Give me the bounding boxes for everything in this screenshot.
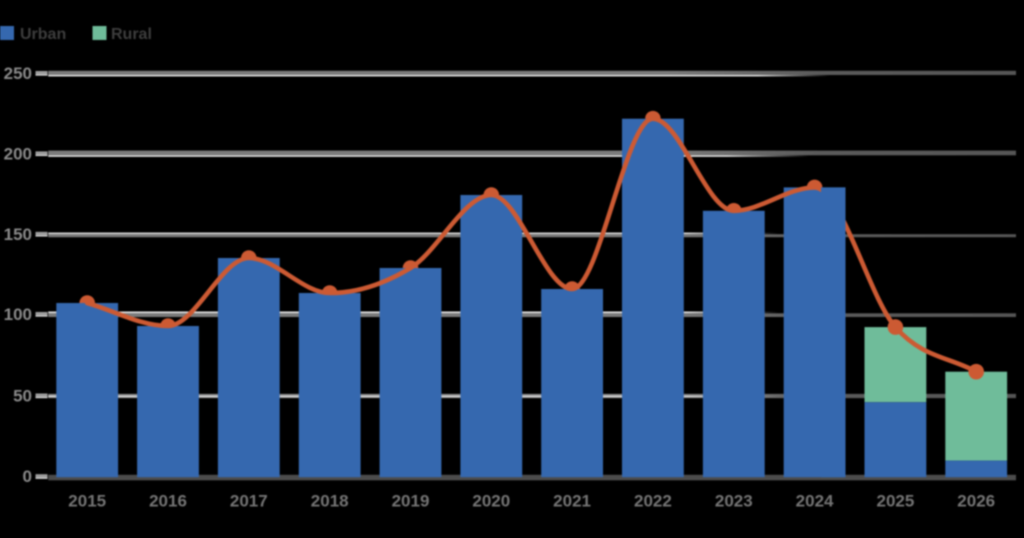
svg-text:2025: 2025 xyxy=(876,492,914,511)
svg-text:2015: 2015 xyxy=(68,492,106,511)
svg-text:150: 150 xyxy=(4,225,32,244)
svg-text:2016: 2016 xyxy=(149,492,187,511)
svg-text:50: 50 xyxy=(13,386,32,405)
svg-text:2021: 2021 xyxy=(553,492,591,511)
svg-text:2024: 2024 xyxy=(796,492,834,511)
svg-text:2022: 2022 xyxy=(634,492,672,511)
svg-text:2026: 2026 xyxy=(957,492,995,511)
svg-text:2017: 2017 xyxy=(230,492,268,511)
svg-text:2019: 2019 xyxy=(392,492,430,511)
svg-text:0: 0 xyxy=(23,467,32,486)
svg-text:2023: 2023 xyxy=(715,492,753,511)
svg-text:100: 100 xyxy=(4,305,32,324)
svg-text:200: 200 xyxy=(4,144,32,163)
svg-text:Rural: Rural xyxy=(111,26,152,43)
svg-text:2020: 2020 xyxy=(472,492,510,511)
svg-text:Urban: Urban xyxy=(20,26,66,43)
svg-text:250: 250 xyxy=(4,64,32,83)
svg-text:2018: 2018 xyxy=(311,492,349,511)
